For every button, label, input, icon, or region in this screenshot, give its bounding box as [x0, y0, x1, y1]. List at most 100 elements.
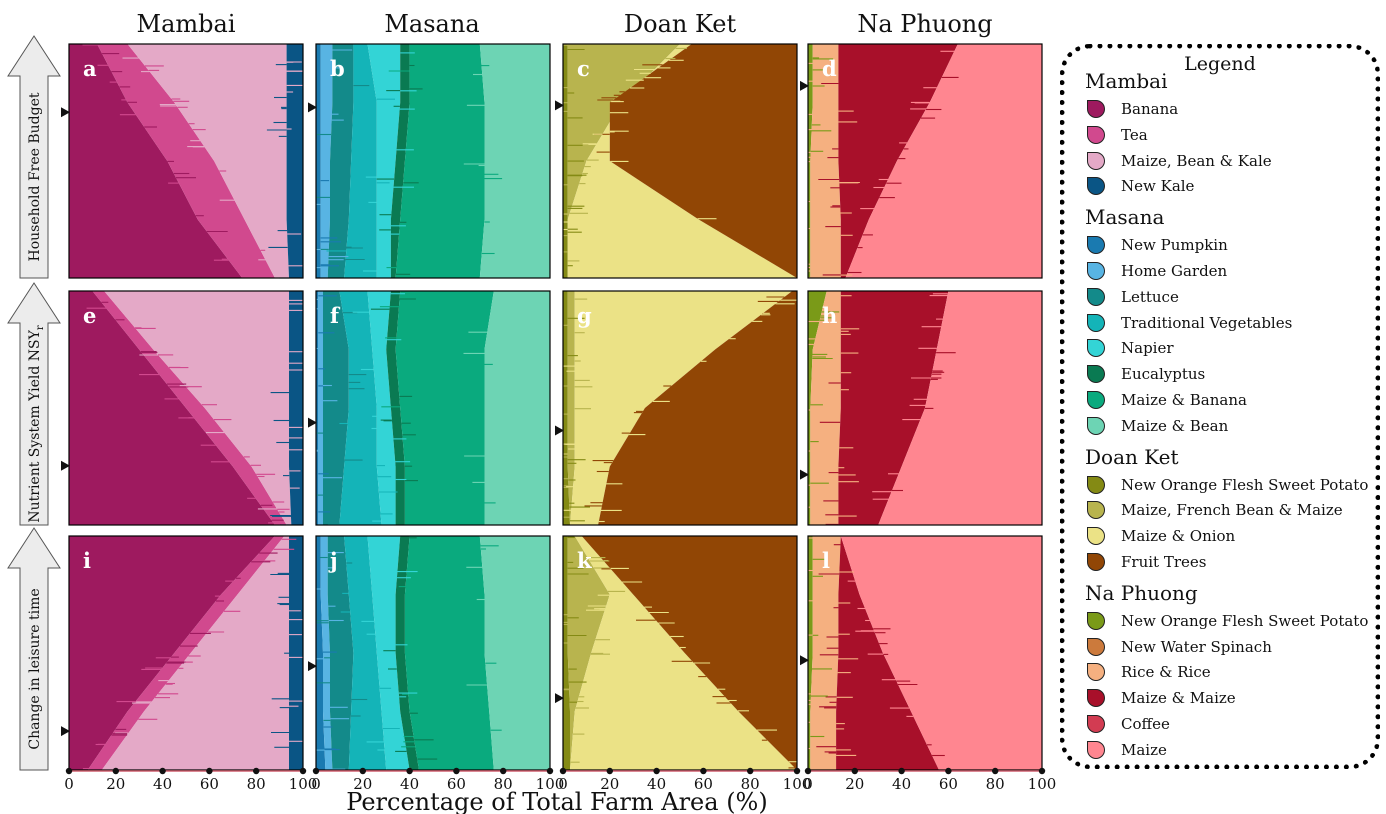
legend-item: Eucalyptus: [1087, 363, 1205, 385]
streaks-d: [808, 50, 959, 279]
legend-label: Traditional Vegetables: [1121, 313, 1293, 332]
area-g-maize-french-bean-maize: [567, 291, 575, 525]
panel-frame-f: [315, 290, 551, 526]
x-tick-dot: [453, 767, 460, 775]
area-a-banana: [69, 44, 243, 278]
area-b-eucalyptus: [390, 44, 410, 278]
area-f-home-garden: [318, 291, 323, 525]
legend-label: Maize & Onion: [1121, 527, 1236, 546]
marker-triangle-e: [61, 460, 70, 471]
legend-label: New Pumpkin: [1121, 236, 1228, 255]
legend-swatch: [1087, 637, 1105, 656]
x-tick-label: 60: [694, 775, 713, 793]
legend-group-masana: Masana: [1085, 205, 1165, 230]
area-b-home-garden: [320, 44, 333, 278]
x-tick-label: 0: [64, 775, 74, 793]
legend-label: New Kale: [1121, 177, 1195, 196]
area-j-traditional-vegetables: [344, 536, 387, 770]
area-g-fruit-trees: [598, 291, 797, 525]
legend-swatch: [1087, 339, 1105, 358]
col-title-na-phuong: Na Phuong: [857, 10, 992, 38]
panel-letter-c: c: [577, 56, 590, 81]
legend-item: Tea: [1087, 124, 1148, 146]
panel-letter-e: e: [83, 303, 96, 328]
x-tick-label: 100: [1028, 775, 1057, 793]
panel-frame-j: [315, 535, 551, 771]
x-tick-dot: [1038, 767, 1046, 775]
x-tick-dot: [406, 767, 413, 775]
legend-label: Maize & Bean: [1121, 416, 1229, 435]
panel-letter-a: a: [83, 56, 97, 81]
legend-label: Eucalyptus: [1121, 365, 1206, 384]
legend-item: New Orange Flesh Sweet Potato: [1087, 610, 1368, 632]
x-tick-label: 100: [783, 775, 812, 793]
panel-frame-i: [68, 535, 304, 771]
panels-layer: a b c d e f g h i 0 20 40 60 80 100 j 0 20 40 60 80 100 k 0 20 40…: [61, 43, 1057, 793]
legend-label: Coffee: [1121, 715, 1170, 733]
x-tick-dot: [851, 767, 858, 775]
panel-g: g: [555, 290, 798, 526]
legend-label: New Water Spinach: [1121, 637, 1272, 656]
x-tick-dot: [700, 767, 707, 775]
streaks-k: [563, 536, 797, 769]
area-f-maize-bean: [484, 291, 550, 525]
panel-f: f: [308, 290, 551, 526]
area-i-tea: [87, 536, 285, 770]
panel-letter-d: d: [822, 56, 837, 81]
legend-swatch: [1087, 689, 1105, 708]
row-arrow-shape: [7, 35, 61, 279]
legend-swatch: [1087, 287, 1105, 306]
legend-group-doan-ket: Doan Ket: [1085, 444, 1179, 469]
legend-item: Coffee: [1087, 713, 1170, 735]
area-l-maize: [840, 536, 1042, 770]
legend-swatch: [1087, 416, 1105, 435]
streaks-i: [82, 538, 303, 770]
legend-swatch: [1087, 475, 1105, 494]
legend-swatch: [1087, 611, 1105, 630]
row-arrow-3: Change in leisure time: [7, 527, 61, 771]
area-f-lettuce: [323, 291, 349, 525]
x-axis-k: 0 20 40 60 80 100: [558, 767, 812, 793]
area-h-maize-maize: [838, 291, 949, 525]
x-tick-label: 80: [494, 775, 513, 793]
legend-item: Home Garden: [1087, 260, 1227, 282]
x-tick-dot: [500, 767, 507, 775]
legend-swatch: [1087, 262, 1105, 280]
legend-item: New Water Spinach: [1087, 636, 1272, 658]
legend-label: Tea: [1121, 125, 1148, 144]
row-title: Nutrient System Yield NSYr: [27, 325, 46, 523]
x-tick-label: 60: [200, 775, 219, 793]
panel-letter-g: g: [577, 303, 592, 328]
legend-label: Napier: [1121, 339, 1174, 358]
area-f-traditional-vegetables: [339, 291, 382, 525]
legend-label: Maize & Maize: [1121, 689, 1236, 708]
x-tick-label: 80: [986, 775, 1005, 793]
legend-label: Fruit Trees: [1121, 553, 1207, 571]
panel-l: l 0 20 40 60 80 100: [800, 535, 1057, 793]
legend-swatch: [1087, 715, 1105, 733]
legend-label: Home Garden: [1121, 262, 1228, 280]
legend-item: New Orange Flesh Sweet Potato: [1087, 474, 1368, 496]
legend-swatch: [1087, 100, 1105, 118]
x-tick-label: 40: [892, 775, 911, 793]
row-arrow-shape: [7, 527, 61, 771]
legend-swatch: [1087, 365, 1105, 384]
area-l-maize-maize: [836, 536, 939, 770]
x-tick-label: 100: [536, 775, 565, 793]
x-tick-dot: [112, 767, 120, 775]
x-tick-label: 100: [289, 775, 318, 793]
area-b-maize-bean: [479, 44, 550, 278]
col-title-doan-ket: Doan Ket: [624, 10, 737, 38]
panel-e: e: [61, 290, 304, 526]
x-tick-label: 80: [247, 775, 266, 793]
area-j-napier: [367, 536, 410, 770]
panel-letter-j: j: [328, 548, 338, 573]
legend-item: Maize & Banana: [1087, 389, 1247, 411]
streaks-j: [316, 537, 502, 770]
x-tick-label: 20: [845, 775, 864, 793]
x-tick-label: 40: [647, 775, 666, 793]
x-tick-dot: [65, 767, 73, 775]
legend-swatch: [1087, 151, 1105, 170]
legend-swatch: [1087, 236, 1105, 255]
